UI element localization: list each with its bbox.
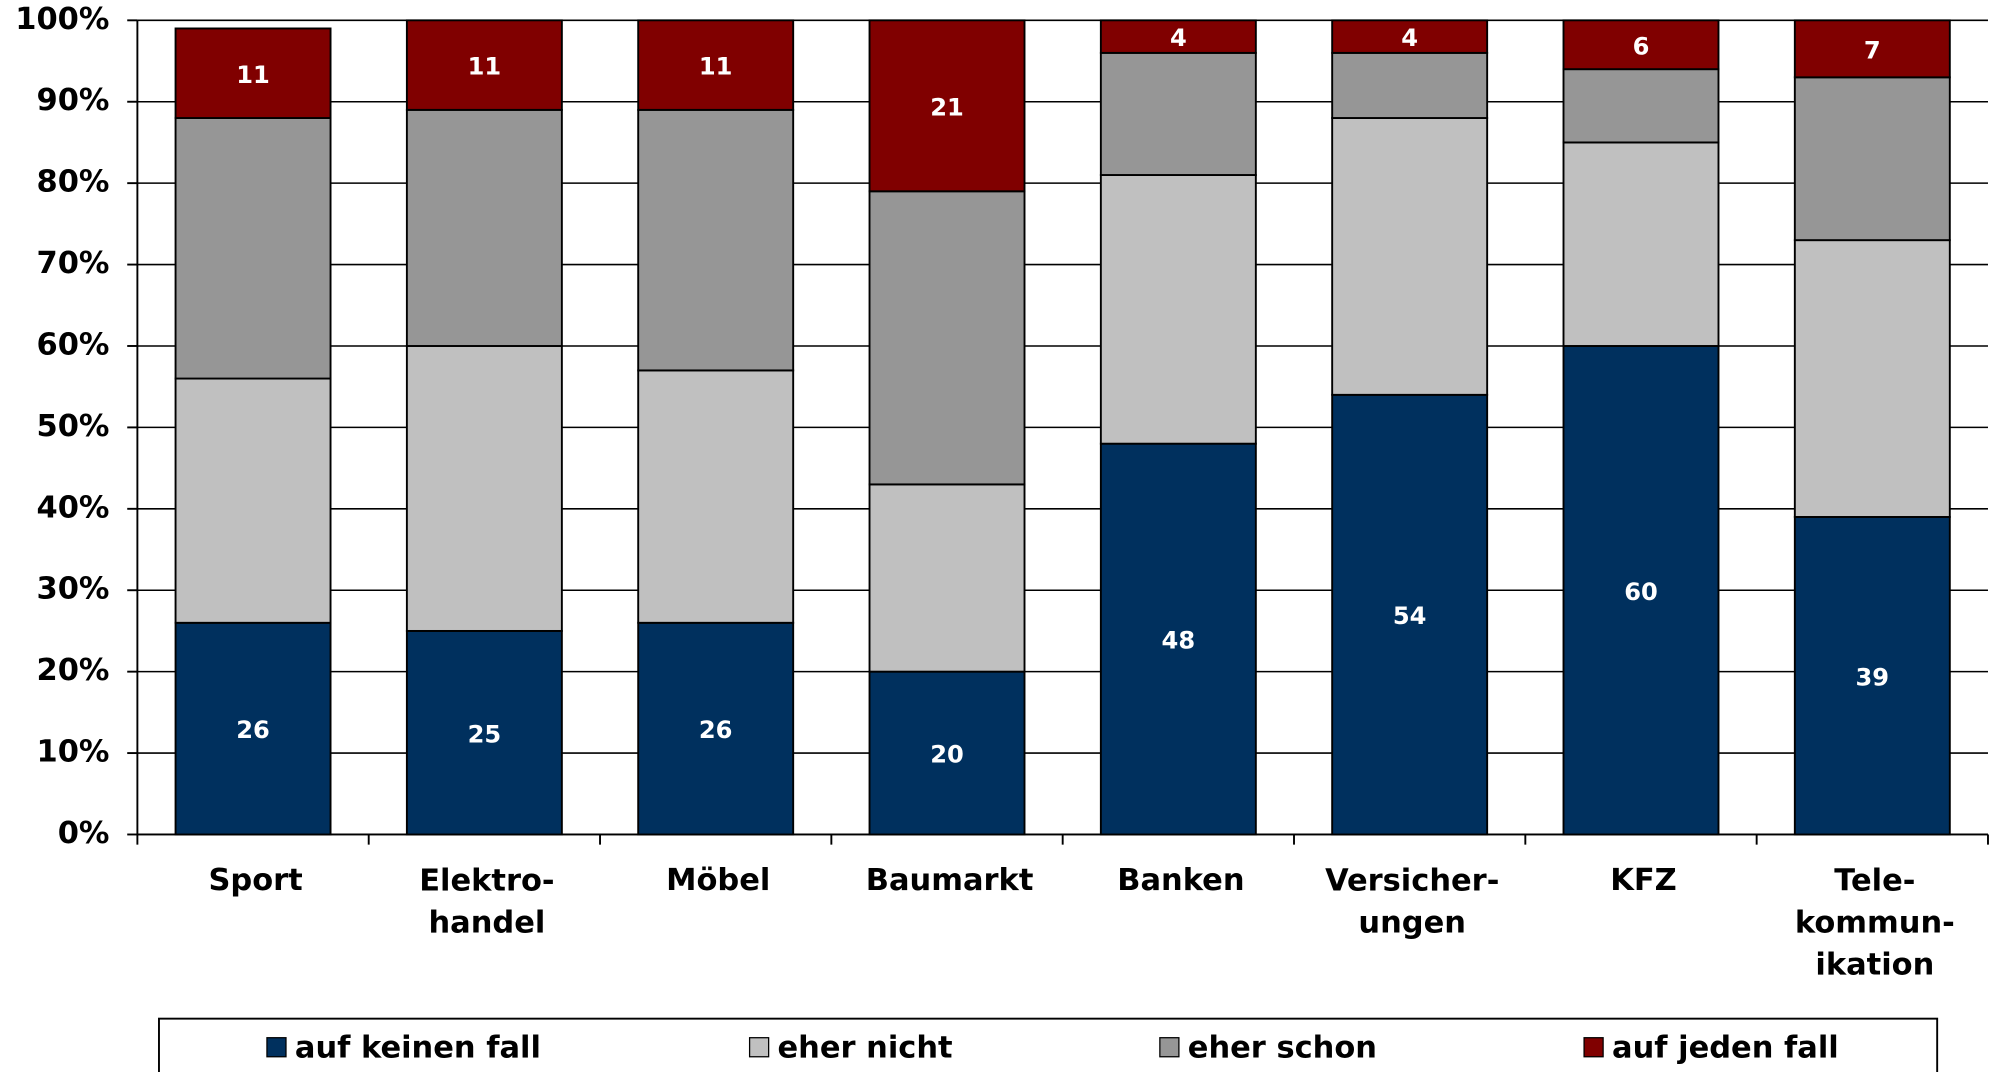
data-label: 11 bbox=[699, 53, 733, 81]
bar-segment bbox=[174, 621, 332, 836]
x-tick-label: Versicher-ungen bbox=[1325, 863, 1499, 940]
y-tick-label: 0% bbox=[58, 816, 110, 851]
bar-segment bbox=[637, 369, 795, 624]
data-label: 60 bbox=[1624, 578, 1658, 606]
y-tick-label: 90% bbox=[37, 83, 110, 118]
legend-swatch bbox=[1159, 1037, 1180, 1058]
data-label: 25 bbox=[468, 720, 502, 748]
legend-label: auf jeden fall bbox=[1612, 1031, 1839, 1066]
x-tick-label: Möbel bbox=[666, 863, 770, 898]
bar-segment bbox=[868, 670, 1026, 836]
legend-swatch bbox=[748, 1037, 770, 1058]
bar-segment bbox=[405, 345, 563, 632]
bar-segment bbox=[1793, 516, 1951, 836]
x-tick-label: KFZ bbox=[1610, 863, 1677, 898]
bar-segment bbox=[1562, 141, 1720, 347]
bar-segment bbox=[868, 19, 1026, 193]
bar-segment bbox=[1099, 51, 1257, 176]
data-label: 4 bbox=[1401, 24, 1418, 52]
data-label: 4 bbox=[1170, 24, 1187, 52]
y-tick-label: 10% bbox=[37, 735, 110, 770]
legend-label: eher schon bbox=[1188, 1031, 1377, 1066]
bar-segment bbox=[637, 621, 795, 836]
legend-label: auf keinen fall bbox=[295, 1031, 541, 1066]
y-tick-label: 30% bbox=[37, 572, 110, 607]
bar-segment bbox=[1331, 51, 1489, 119]
legend-label: eher nicht bbox=[778, 1031, 953, 1066]
data-label: 21 bbox=[930, 93, 964, 121]
data-label: 7 bbox=[1864, 36, 1881, 64]
data-label: 26 bbox=[699, 716, 733, 744]
bar-segment bbox=[868, 483, 1026, 673]
bar-segment bbox=[637, 19, 795, 111]
bar-segment bbox=[1331, 393, 1489, 836]
data-label: 54 bbox=[1393, 602, 1427, 630]
bar-segment bbox=[1099, 442, 1257, 836]
bar-segment bbox=[1099, 174, 1257, 445]
bar-segment bbox=[1562, 19, 1720, 71]
bar-segment bbox=[1562, 68, 1720, 144]
bar-segment bbox=[405, 629, 563, 836]
bar-segment bbox=[1793, 239, 1951, 518]
legend-swatch bbox=[1583, 1037, 1604, 1058]
bar-segment bbox=[405, 108, 563, 347]
x-tick-label: Sport bbox=[208, 863, 302, 898]
data-label: 11 bbox=[236, 61, 270, 89]
x-tick-label: Tele-kommun-ikation bbox=[1795, 863, 1955, 982]
bar-segment bbox=[174, 117, 332, 380]
data-label: 6 bbox=[1633, 32, 1650, 60]
x-tick-label: Banken bbox=[1117, 863, 1244, 898]
bar-segment bbox=[174, 377, 332, 624]
bar-segment bbox=[1331, 19, 1489, 54]
y-tick-label: 40% bbox=[37, 490, 110, 525]
bar-segment bbox=[1562, 345, 1720, 836]
y-tick-label: 100% bbox=[15, 2, 109, 37]
y-tick-label: 60% bbox=[37, 327, 110, 362]
y-tick-label: 70% bbox=[37, 246, 110, 281]
bar-segment bbox=[868, 190, 1026, 486]
bar-segment bbox=[1099, 19, 1257, 54]
data-label: 20 bbox=[930, 741, 964, 769]
y-tick-label: 50% bbox=[37, 409, 110, 444]
x-tick-label: Elektro-handel bbox=[419, 863, 554, 940]
bar-segment bbox=[1793, 76, 1951, 242]
bar-segment bbox=[1793, 19, 1951, 79]
y-tick-label: 20% bbox=[37, 653, 110, 688]
bar-segment bbox=[405, 19, 563, 111]
legend-box bbox=[158, 1017, 1939, 1072]
data-label: 48 bbox=[1162, 627, 1196, 655]
x-tick-label: Baumarkt bbox=[866, 863, 1034, 898]
y-tick-label: 80% bbox=[37, 165, 110, 200]
data-label: 26 bbox=[236, 716, 270, 744]
legend-swatch bbox=[266, 1037, 287, 1058]
data-label: 11 bbox=[468, 53, 502, 81]
bar-segment bbox=[1331, 117, 1489, 396]
data-label: 39 bbox=[1856, 663, 1890, 691]
bar-segment bbox=[637, 108, 795, 372]
bar-segment bbox=[174, 27, 332, 119]
